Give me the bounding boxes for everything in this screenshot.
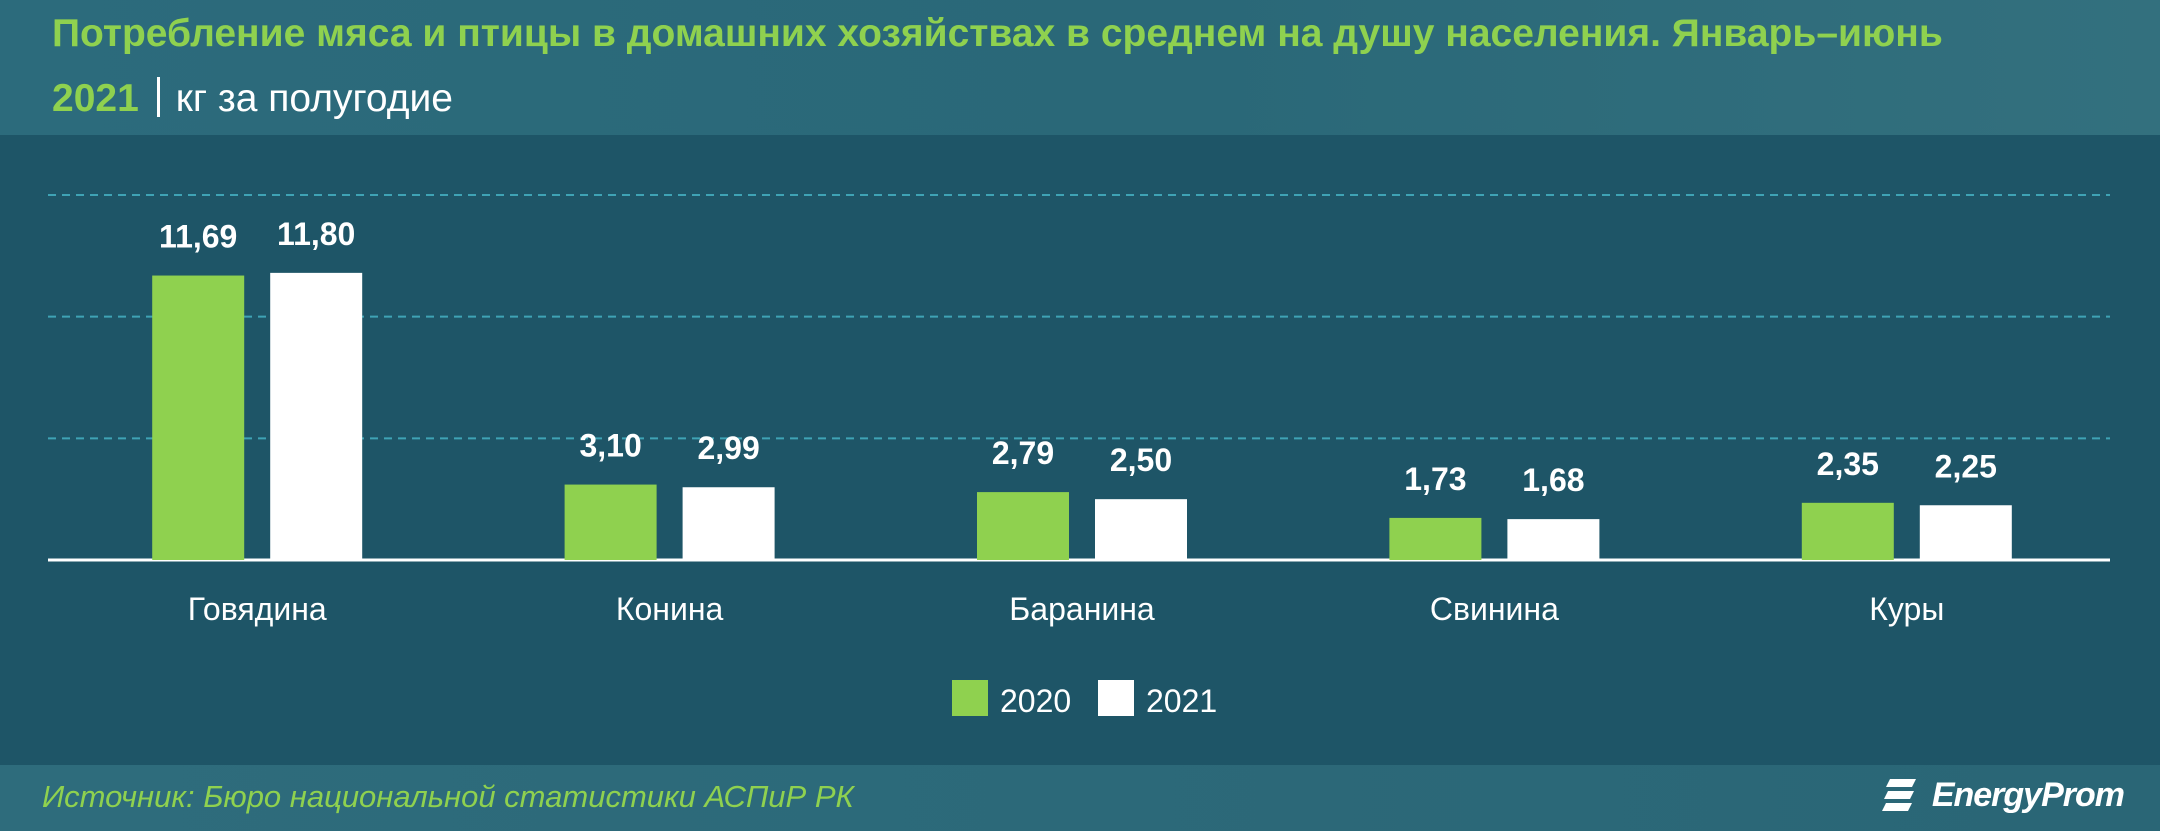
data-label: 2,50 bbox=[1110, 442, 1172, 478]
chart-subtitle: 2021 кг за полугодие bbox=[52, 76, 453, 122]
category-label: Свинина bbox=[1430, 591, 1559, 627]
chart-title: Потребление мяса и птицы в домашних хозя… bbox=[52, 12, 1943, 55]
brand: EnergyProm bbox=[1881, 775, 2125, 815]
brand-name: EnergyProm bbox=[1931, 775, 2125, 814]
bar-chart: 11,69 11,80 Говядина 3,10 2,99 Конина 2,79 2,50… bbox=[48, 194, 2110, 719]
title-year: 2021 bbox=[52, 77, 139, 120]
energyprom-logo-icon bbox=[1881, 779, 1916, 811]
bar-2020-1 bbox=[152, 275, 245, 560]
unit-label: кг за полугодие bbox=[175, 77, 453, 120]
bar-2021-2 bbox=[682, 487, 775, 560]
bar-2021-1 bbox=[270, 272, 363, 560]
legend-label: 2021 bbox=[1146, 683, 1217, 719]
chart-header: Потребление мяса и птицы в домашних хозя… bbox=[0, 0, 2160, 135]
bar-2020-5 bbox=[1801, 502, 1894, 560]
data-label: 2,25 bbox=[1935, 448, 1997, 484]
category-label: Баранина bbox=[1009, 591, 1155, 627]
data-label: 2,35 bbox=[1817, 446, 1879, 482]
title-separator bbox=[156, 77, 160, 117]
legend-swatch-2020 bbox=[952, 680, 988, 716]
data-label: 1,73 bbox=[1404, 461, 1466, 497]
plot-panel: 11,69 11,80 Говядина 3,10 2,99 Конина 2,79 2,50… bbox=[0, 135, 2160, 765]
bar-2021-5 bbox=[1919, 505, 2012, 560]
legend-swatch-2021 bbox=[1098, 680, 1134, 716]
bar-2020-4 bbox=[1389, 517, 1482, 560]
bar-2021-4 bbox=[1507, 519, 1600, 560]
category-label: Конина bbox=[616, 591, 724, 627]
data-label: 11,80 bbox=[277, 216, 355, 252]
source-note: Источник: Бюро национальной статистики А… bbox=[42, 779, 854, 814]
bar-2021-3 bbox=[1095, 499, 1187, 560]
legend-label: 2020 bbox=[1000, 683, 1071, 719]
data-label: 2,79 bbox=[992, 435, 1054, 471]
data-label: 11,69 bbox=[159, 219, 237, 255]
bar-2020-3 bbox=[977, 492, 1069, 560]
category-label: Куры bbox=[1869, 591, 1944, 627]
data-label: 2,99 bbox=[697, 430, 759, 466]
category-label: Говядина bbox=[188, 591, 327, 627]
data-label: 1,68 bbox=[1522, 462, 1584, 498]
chart-footer: Источник: Бюро национальной статистики А… bbox=[0, 765, 2160, 831]
data-label: 3,10 bbox=[579, 428, 641, 464]
bar-2020-2 bbox=[564, 484, 657, 560]
